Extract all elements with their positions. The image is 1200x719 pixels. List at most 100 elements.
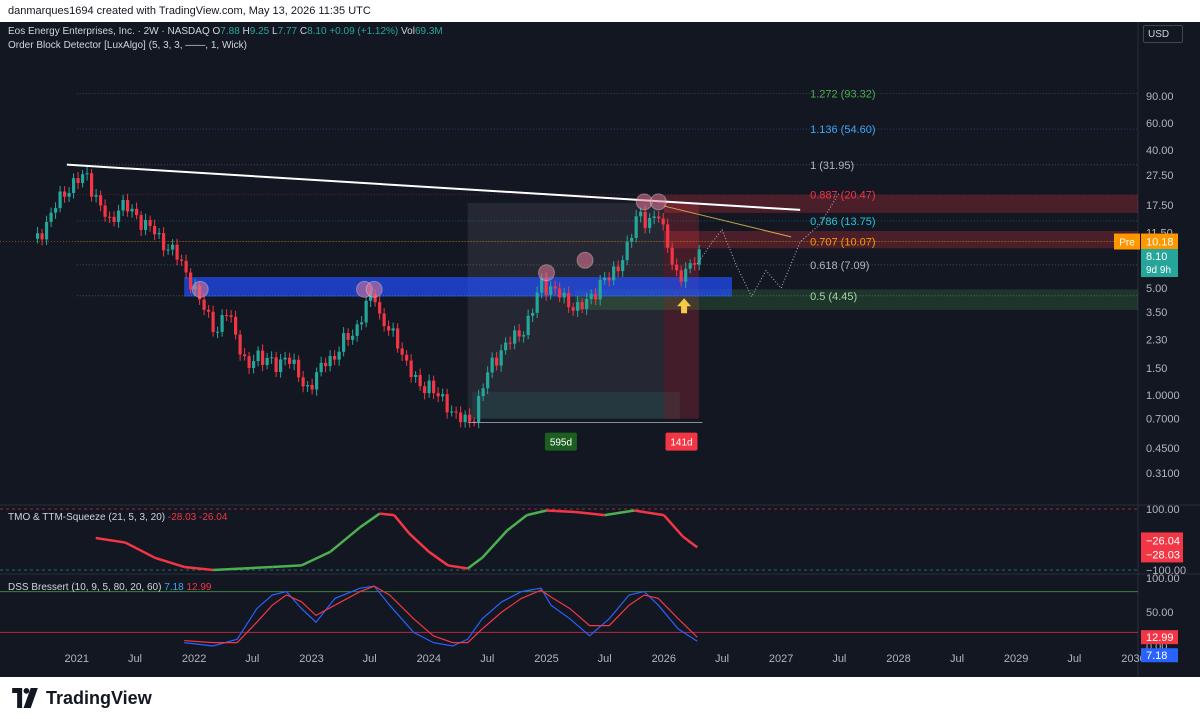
- candle-body: [598, 280, 602, 300]
- candle-body: [355, 324, 359, 336]
- up-arrow-icon: [677, 298, 692, 314]
- candle-body: [616, 266, 620, 272]
- currency-selector[interactable]: USD: [1143, 25, 1183, 43]
- pivot-marker: [191, 280, 209, 298]
- low-label: L: [272, 26, 278, 37]
- candle-body: [549, 286, 553, 295]
- candle-body: [333, 355, 337, 360]
- candle-body: [535, 292, 539, 313]
- candle-body: [571, 307, 575, 311]
- tmo-line-segment: [481, 529, 509, 559]
- candle-body: [445, 394, 449, 413]
- candle-body: [139, 215, 143, 230]
- premarket-label: Pre: [1119, 238, 1135, 249]
- candle-body: [288, 357, 292, 364]
- candle-body: [243, 354, 247, 357]
- dss-axis-tick: 100.00: [1146, 573, 1180, 585]
- candle-body: [130, 208, 134, 212]
- candle-body: [274, 357, 278, 373]
- tmo-line-segment: [272, 564, 302, 569]
- candle-body: [238, 334, 242, 355]
- candle-body: [170, 244, 175, 250]
- candle-body: [143, 220, 148, 230]
- measure-label: 141d: [670, 438, 692, 449]
- candle-body: [558, 288, 562, 298]
- candle-body: [35, 233, 40, 239]
- indicator-legend[interactable]: Order Block Detector [LuxAlgo] (5, 3, 3,…: [8, 40, 247, 51]
- candle-body: [670, 247, 674, 265]
- chart-frame[interactable]: 1.272 (93.32) 1.136 (54.60) 1 (31.95) 0.887…: [0, 22, 1200, 677]
- candle-body: [427, 380, 431, 394]
- candle-body: [418, 374, 422, 387]
- range-zone-grey: [467, 202, 664, 419]
- tmo-line-segment: [575, 510, 605, 517]
- price-axis-tick: 1.50: [1146, 363, 1167, 375]
- candle-body: [324, 362, 328, 367]
- tmo-legend[interactable]: TMO & TTM-Squeeze (21, 5, 3, 20) -28.03 …: [8, 512, 227, 523]
- candle-body: [648, 218, 652, 228]
- candle-body: [184, 260, 188, 273]
- open-value: 7.88: [220, 26, 240, 37]
- candle-body: [107, 216, 112, 218]
- candle-body: [189, 272, 193, 290]
- time-axis-tick: Jul: [245, 653, 259, 665]
- time-axis-tick: 2027: [769, 653, 793, 665]
- candle-body: [459, 412, 463, 423]
- candle-body: [589, 294, 593, 300]
- candle-body: [98, 195, 103, 206]
- candle-body: [504, 342, 508, 351]
- price-axis-tick: 90.00: [1146, 91, 1174, 103]
- time-axis-tick: Jul: [950, 653, 964, 665]
- price-axis-tick: 0.4500: [1146, 443, 1180, 455]
- candle-body: [112, 216, 116, 222]
- tmo-line-segment: [526, 509, 547, 517]
- price-axis-tick: 0.3100: [1146, 468, 1180, 480]
- dss-main-line: [184, 585, 698, 644]
- candle-body: [265, 357, 269, 366]
- close-value: 8.10: [307, 26, 327, 37]
- candle-body: [553, 286, 557, 289]
- candle-body: [369, 293, 373, 301]
- candle-body: [49, 212, 53, 222]
- candle-body: [688, 263, 692, 269]
- tmo-line-segment: [184, 565, 214, 572]
- time-axis-tick: Jul: [715, 653, 729, 665]
- dss-signal-line: [184, 585, 698, 647]
- candle-body: [414, 374, 418, 377]
- candle-body: [486, 372, 490, 389]
- fib-level-label: 0.5 (4.45): [810, 291, 857, 303]
- symbol-name: Eos Energy Enterprises, Inc. · 2W · NASD…: [8, 26, 210, 37]
- candle-body: [319, 362, 323, 373]
- tmo-line-segment: [95, 536, 126, 544]
- candle-body: [71, 178, 76, 194]
- last-price: 8.10: [1146, 251, 1167, 263]
- tmo-line-segment: [604, 509, 635, 517]
- dss-legend[interactable]: DSS Bressert (10, 9, 5, 80, 20, 60) 7.18…: [8, 582, 211, 593]
- candle-body: [292, 359, 296, 364]
- candle-body: [531, 312, 535, 316]
- candle-body: [306, 384, 310, 387]
- candle-body: [252, 361, 256, 368]
- candle-body: [396, 328, 400, 349]
- candle-body: [580, 302, 584, 309]
- candle-body: [148, 220, 152, 226]
- candle-body: [517, 330, 521, 337]
- tmo-line-segment: [682, 535, 699, 549]
- candle-body: [621, 260, 625, 272]
- candle-body: [58, 191, 62, 209]
- candle-body: [121, 200, 125, 211]
- candle-body: [585, 299, 589, 309]
- candle-body: [270, 357, 274, 359]
- candle-body: [229, 315, 233, 317]
- candle-body: [409, 360, 413, 377]
- candle-body: [405, 354, 409, 361]
- chart-canvas[interactable]: 1.272 (93.32) 1.136 (54.60) 1 (31.95) 0.887…: [0, 22, 1200, 677]
- tmo-value-label: −28.03: [1146, 549, 1180, 561]
- time-axis-tick: 2026: [652, 653, 676, 665]
- tradingview-logo[interactable]: TradingView: [10, 685, 152, 711]
- time-axis-tick: 2028: [886, 653, 910, 665]
- tmo-line-segment: [546, 509, 576, 514]
- candle-body: [657, 216, 661, 219]
- tmo-line-segment: [634, 509, 665, 517]
- candle-body: [643, 211, 647, 228]
